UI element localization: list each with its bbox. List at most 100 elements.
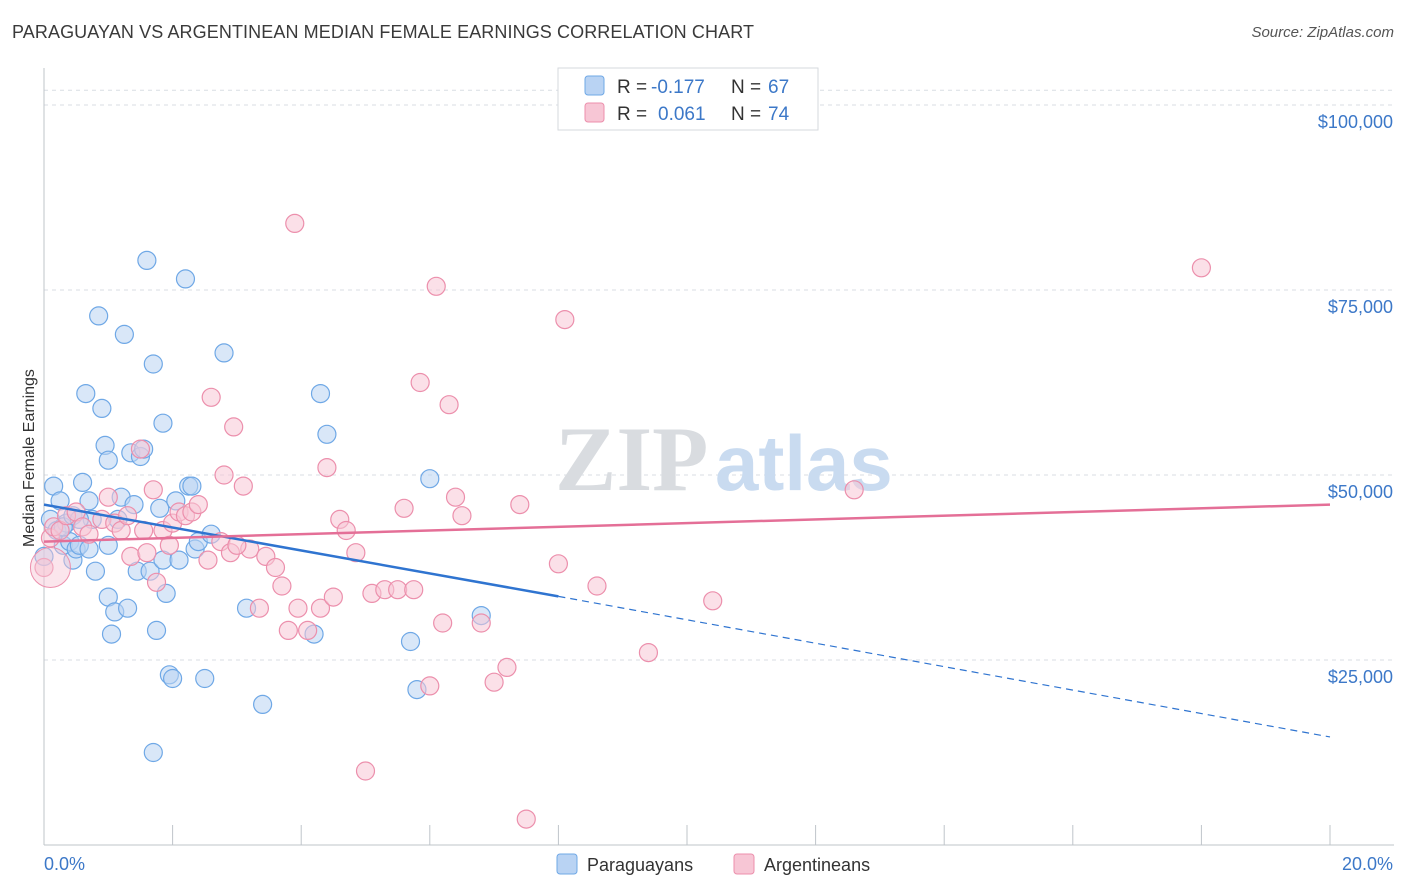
bottom-legend-swatch-blue (556, 853, 578, 875)
paraguayan-point (143, 742, 163, 763)
argentinean-point (285, 213, 305, 233)
argentinean-point (278, 620, 298, 641)
paraguayan-point (175, 269, 196, 289)
y-tick-label: $75,000 (1328, 297, 1393, 317)
paraguayans-trend-extension (558, 595, 1331, 738)
argentinean-point (98, 487, 118, 507)
y-tick-label: $100,000 (1318, 112, 1393, 132)
argentinean-point (224, 417, 244, 437)
argentinean-point (510, 495, 530, 515)
paraguayan-point (163, 668, 183, 689)
paraguayan-point (317, 424, 337, 444)
argentinean-point (426, 276, 446, 296)
argentinean-point (471, 613, 491, 633)
argentinean-point (439, 395, 459, 415)
argentinean-point (117, 506, 138, 526)
legend-r-label-1: R = (617, 77, 647, 98)
argentinean-point (394, 498, 414, 518)
argentinean-point (79, 524, 99, 544)
y-tick-labels: $25,000 $50,000 $75,000 $100,000 (1318, 112, 1393, 687)
argentinean-point (404, 580, 424, 600)
paraguayan-point (114, 324, 134, 344)
paraguayan-point (85, 561, 106, 581)
argentinean-point (188, 495, 208, 515)
chart-title: PARAGUAYAN VS ARGENTINEAN MEDIAN FEMALE … (12, 22, 755, 42)
paraguayan-point (92, 398, 112, 418)
paraguayan-point (420, 469, 440, 489)
argentinean-point (249, 598, 270, 618)
argentinean-point (336, 520, 356, 541)
argentinean-point (484, 672, 504, 692)
grid-lines (44, 89, 1394, 661)
argentinean-point (638, 642, 659, 663)
argentinean-point (233, 476, 253, 496)
argentinean-point (310, 598, 331, 618)
argentinean-point (1191, 258, 1212, 278)
y-axis-title: Median Female Earnings (21, 369, 38, 547)
argentinean-point (317, 458, 337, 478)
legend-r-value-1: -0.177 (651, 77, 705, 98)
paraguayan-point (169, 550, 189, 570)
argentinean-point (34, 557, 54, 578)
argentinean-point (445, 487, 466, 507)
paraguayan-point (253, 694, 273, 715)
argentinean-point (410, 372, 430, 393)
paraguayan-point (143, 354, 163, 374)
argentinean-point (265, 557, 286, 578)
legend-r-label-2: R = (617, 104, 647, 125)
argentinean-point (346, 543, 366, 563)
legend-swatch-pink (584, 102, 605, 123)
legend-n-label-1: N = (731, 77, 761, 98)
argentinean-point (288, 598, 308, 618)
argentinean-point (703, 591, 723, 611)
paraguayan-point (79, 491, 99, 511)
x-tick-label: 0.0% (44, 854, 85, 874)
argentinean-point (433, 613, 453, 633)
watermark-atlas: atlas (715, 419, 893, 507)
top-legend: R = -0.177 N = 67 R = 0.061 N = 74 (557, 67, 819, 131)
paraguayan-point (146, 620, 167, 641)
legend-n-value-1: 67 (768, 77, 789, 98)
paraguayan-point (214, 343, 234, 363)
argentinean-point (452, 506, 472, 526)
watermark-zip: ZIP (555, 408, 708, 510)
argentinean-point (298, 620, 318, 641)
argentinean-point (323, 587, 343, 607)
paraguayan-point (137, 250, 157, 270)
source-label: Source: ZipAtlas.com (1251, 24, 1394, 41)
argentinean-point (143, 480, 163, 500)
paraguayan-point (89, 306, 109, 326)
argentinean-point (548, 554, 569, 574)
paraguayan-point (76, 384, 96, 404)
argentinean-point (388, 580, 408, 600)
argentinean-point (121, 546, 141, 567)
paraguayan-point (182, 476, 202, 496)
paraguayan-point (310, 384, 331, 404)
argentinean-point (137, 543, 157, 563)
legend-n-value-2: 74 (768, 104, 790, 125)
argentinean-point (159, 535, 179, 555)
paraguayans-trend-line (43, 503, 559, 598)
argentinean-point (497, 657, 517, 678)
argentineans-points (29, 213, 1212, 829)
legend-r-value-2: 0.061 (658, 104, 706, 125)
argentinean-point (29, 547, 71, 588)
bottom-legend: Paraguayans Argentineans (556, 853, 870, 875)
argentinean-point (516, 809, 536, 829)
argentinean-point (130, 439, 151, 459)
paraguayan-point (195, 668, 215, 689)
argentinean-point (272, 576, 292, 596)
paraguayan-point (117, 598, 138, 618)
argentineans-trend-line (43, 503, 1331, 543)
argentinean-point (214, 465, 234, 485)
x-tick-labels: 0.0% 20.0% (44, 854, 1393, 874)
argentinean-point (420, 676, 440, 696)
argentinean-point (587, 576, 607, 596)
y-tick-label: $50,000 (1328, 482, 1393, 502)
paraguayan-point (400, 631, 421, 652)
bottom-legend-argentineans: Argentineans (764, 855, 870, 875)
paraguayan-point (101, 624, 122, 644)
paraguayan-point (72, 472, 93, 492)
argentinean-point (844, 480, 864, 500)
